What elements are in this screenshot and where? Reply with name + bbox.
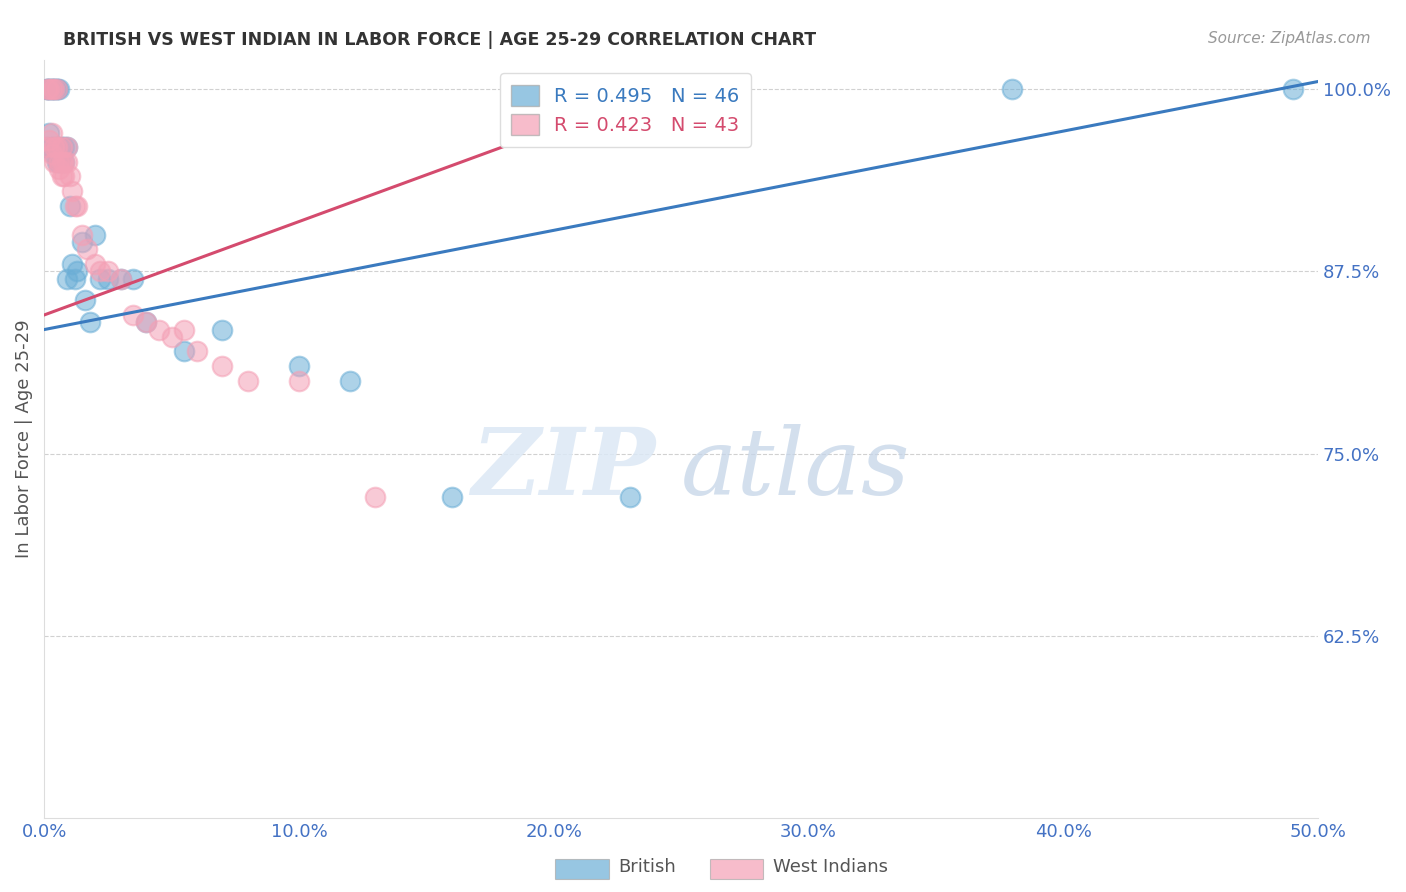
British bbox=[84, 227, 107, 242]
British bbox=[66, 264, 89, 278]
West Indians bbox=[41, 126, 63, 140]
West Indians bbox=[76, 243, 98, 257]
British bbox=[97, 271, 120, 285]
West Indians bbox=[44, 154, 66, 169]
British bbox=[38, 82, 60, 96]
West Indians bbox=[66, 198, 89, 212]
West Indians bbox=[135, 315, 157, 329]
British bbox=[48, 154, 70, 169]
West Indians bbox=[593, 82, 616, 96]
West Indians bbox=[53, 169, 76, 184]
British bbox=[211, 322, 233, 336]
British bbox=[44, 147, 66, 161]
Text: Source: ZipAtlas.com: Source: ZipAtlas.com bbox=[1208, 31, 1371, 46]
Text: West Indians: West Indians bbox=[773, 858, 889, 876]
Y-axis label: In Labor Force | Age 25-29: In Labor Force | Age 25-29 bbox=[15, 319, 32, 558]
British bbox=[110, 271, 132, 285]
British bbox=[44, 82, 66, 96]
British bbox=[619, 491, 641, 505]
West Indians bbox=[60, 184, 83, 198]
West Indians bbox=[364, 491, 387, 505]
West Indians bbox=[148, 322, 170, 336]
West Indians bbox=[44, 140, 66, 154]
British bbox=[56, 140, 79, 154]
British bbox=[1281, 82, 1303, 96]
British bbox=[35, 82, 58, 96]
West Indians bbox=[44, 82, 66, 96]
British bbox=[48, 140, 70, 154]
British bbox=[58, 198, 80, 212]
British bbox=[1001, 82, 1024, 96]
West Indians bbox=[38, 133, 60, 147]
British bbox=[288, 359, 311, 373]
West Indians bbox=[53, 154, 76, 169]
West Indians bbox=[41, 147, 63, 161]
British bbox=[73, 293, 96, 308]
West Indians bbox=[56, 140, 79, 154]
West Indians bbox=[41, 82, 63, 96]
British bbox=[45, 82, 67, 96]
West Indians bbox=[160, 330, 183, 344]
Text: atlas: atlas bbox=[681, 425, 911, 515]
West Indians bbox=[58, 169, 80, 184]
British bbox=[41, 82, 63, 96]
British bbox=[122, 271, 145, 285]
West Indians bbox=[236, 374, 259, 388]
West Indians bbox=[122, 308, 145, 322]
West Indians bbox=[56, 154, 79, 169]
British bbox=[51, 147, 73, 161]
British bbox=[45, 140, 67, 154]
British bbox=[48, 82, 70, 96]
British bbox=[44, 82, 66, 96]
British bbox=[35, 82, 58, 96]
British bbox=[89, 271, 111, 285]
West Indians bbox=[110, 271, 132, 285]
West Indians bbox=[45, 82, 67, 96]
British bbox=[173, 344, 195, 359]
British bbox=[339, 374, 361, 388]
British bbox=[440, 491, 463, 505]
British bbox=[38, 126, 60, 140]
West Indians bbox=[72, 227, 94, 242]
British bbox=[53, 140, 76, 154]
West Indians bbox=[38, 82, 60, 96]
West Indians bbox=[48, 154, 70, 169]
West Indians bbox=[84, 257, 107, 271]
West Indians bbox=[211, 359, 233, 373]
British bbox=[38, 82, 60, 96]
British bbox=[45, 82, 67, 96]
British bbox=[41, 140, 63, 154]
West Indians bbox=[51, 169, 73, 184]
British bbox=[60, 257, 83, 271]
West Indians bbox=[48, 162, 70, 177]
British bbox=[53, 154, 76, 169]
British bbox=[135, 315, 157, 329]
West Indians bbox=[288, 374, 311, 388]
West Indians bbox=[97, 264, 120, 278]
West Indians bbox=[173, 322, 195, 336]
British bbox=[45, 154, 67, 169]
West Indians bbox=[45, 140, 67, 154]
West Indians bbox=[51, 154, 73, 169]
West Indians bbox=[63, 198, 86, 212]
British bbox=[79, 315, 101, 329]
British bbox=[63, 271, 86, 285]
West Indians bbox=[35, 82, 58, 96]
West Indians bbox=[35, 140, 58, 154]
Text: ZIP: ZIP bbox=[471, 425, 655, 515]
Text: BRITISH VS WEST INDIAN IN LABOR FORCE | AGE 25-29 CORRELATION CHART: BRITISH VS WEST INDIAN IN LABOR FORCE | … bbox=[63, 31, 817, 49]
West Indians bbox=[669, 82, 692, 96]
British bbox=[72, 235, 94, 249]
British bbox=[35, 140, 58, 154]
Text: British: British bbox=[619, 858, 676, 876]
British bbox=[51, 140, 73, 154]
West Indians bbox=[51, 140, 73, 154]
British bbox=[56, 271, 79, 285]
British bbox=[41, 82, 63, 96]
Legend: R = 0.495   N = 46, R = 0.423   N = 43: R = 0.495 N = 46, R = 0.423 N = 43 bbox=[499, 73, 751, 146]
West Indians bbox=[186, 344, 208, 359]
West Indians bbox=[89, 264, 111, 278]
